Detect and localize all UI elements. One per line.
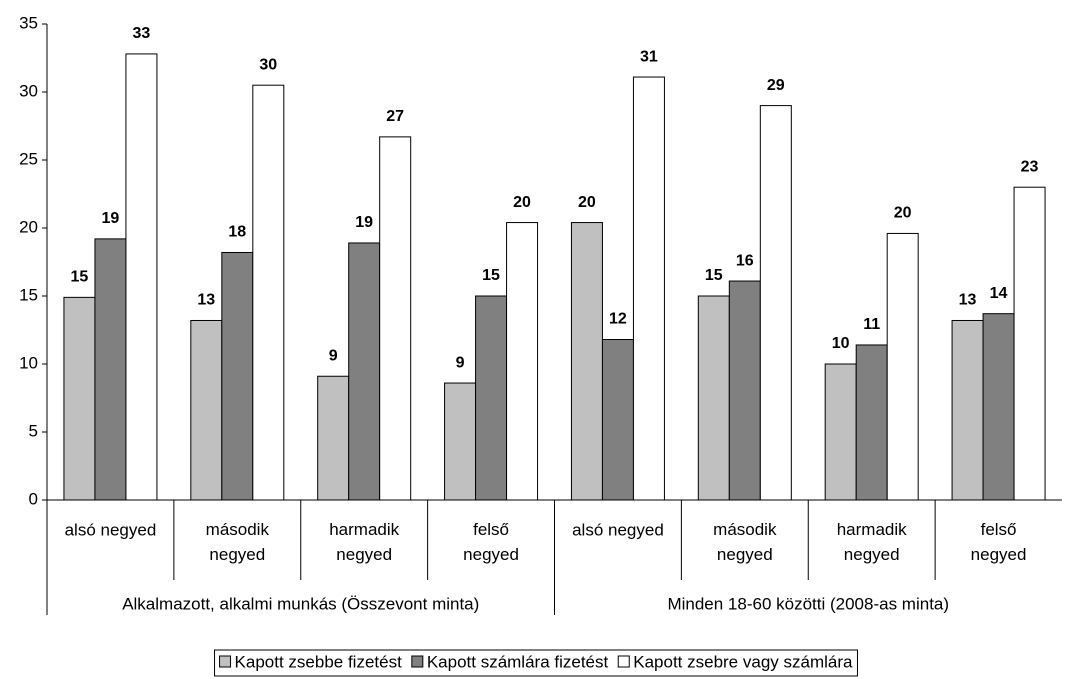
bar [982,313,1015,501]
legend-swatch [411,655,424,668]
bar [506,222,539,501]
bar [601,339,634,501]
legend: Kapott zsebbe fizetést Kapott számlára fi… [219,652,853,671]
value-label: 18 [228,224,246,241]
value-label: 14 [990,285,1008,302]
legend-label: Kapott zsebbe fizetést [235,652,403,671]
bar [951,319,984,501]
bar [348,242,381,501]
value-label: 30 [259,56,277,73]
bar [855,344,888,501]
bar [1013,186,1046,501]
x-tick-label: felső negyed [971,520,1027,564]
value-label: 20 [894,205,912,222]
bar [125,53,158,501]
bar [632,76,665,501]
bar [824,363,857,501]
bar [190,319,223,501]
x-tick-label-line: második [713,520,777,539]
y-tick-label: 5 [29,421,38,440]
x-tick-label-line: negyed [971,545,1027,564]
bar [379,136,412,501]
x-tick-label-line: második [206,520,270,539]
bar [570,222,603,501]
legend-swatch [617,655,630,668]
x-tick-label-line: negyed [336,545,392,564]
x-tick-label-line: felső [473,520,509,539]
group-label: Minden 18-60 közötti (2008-as minta) [667,594,949,613]
value-label: 20 [513,194,531,211]
x-tick-label-line: negyed [717,545,773,564]
y-tick-label: 25 [19,149,38,168]
x-tick-label-line: negyed [844,545,900,564]
value-label: 9 [456,354,465,371]
y-tick-label: 0 [29,489,38,508]
value-label: 9 [329,347,338,364]
x-tick-label: alsó negyed [572,520,664,539]
value-label: 15 [482,267,500,284]
value-label: 29 [767,77,785,94]
bar [63,296,96,501]
x-tick-label: felső negyed [463,520,519,564]
value-label: 13 [959,292,977,309]
value-label: 20 [578,194,596,211]
y-tick-label: 30 [19,81,38,100]
value-label: 15 [71,269,89,286]
value-label: 16 [736,252,754,269]
x-tick-label-line: harmadik [329,520,399,539]
value-label: 31 [640,48,658,65]
value-label: 23 [1021,158,1039,175]
value-label: 10 [832,335,850,352]
x-tick-label-line: harmadik [837,520,907,539]
y-tick-label: 15 [19,285,38,304]
bar [728,280,761,501]
legend-label: Kapott zsebre vagy számlára [633,652,853,671]
value-label: 19 [102,210,120,227]
bar [221,251,254,501]
x-tick-label-line: negyed [463,545,519,564]
legend-frame [214,649,858,677]
bar [759,105,792,501]
value-label: 13 [197,292,215,309]
y-tick-label: 35 [19,13,38,32]
bar [475,295,508,501]
x-tick-label-line: felső [981,520,1017,539]
legend-swatch [219,655,232,668]
bar [94,238,127,501]
x-tick-label: harmadik negyed [837,520,907,564]
value-label: 33 [133,25,151,42]
x-tick-label: alsó negyed [65,520,157,539]
value-label: 15 [705,267,723,284]
legend-label: Kapott számlára fizetést [427,652,609,671]
value-label: 12 [609,311,627,328]
x-tick-label-line: negyed [209,545,265,564]
x-tick-label: második negyed [713,520,777,564]
bar [444,382,477,501]
value-label: 19 [355,214,373,231]
value-label: 27 [386,108,404,125]
bar [697,295,730,501]
bar [252,84,285,501]
group-label: Alkalmazott, alkalmi munkás (Összevont m… [122,594,479,613]
y-tick-label: 20 [19,217,38,236]
bar [317,375,350,501]
x-tick-label: harmadik negyed [329,520,399,564]
bar [886,232,919,501]
x-tick-label: második negyed [206,520,270,564]
y-tick-label: 10 [19,353,38,372]
value-label: 11 [863,316,880,333]
